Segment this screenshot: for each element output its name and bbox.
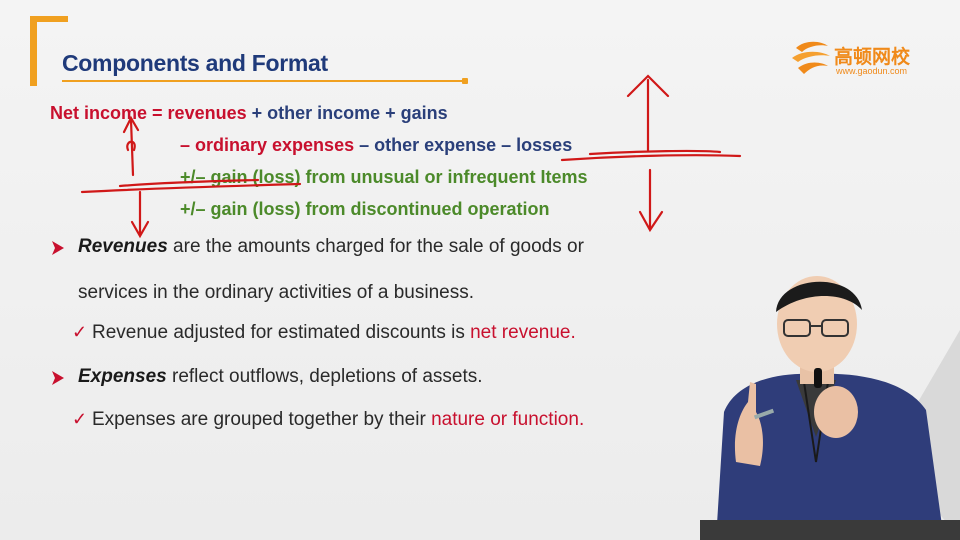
revenues-term: revenues	[167, 103, 247, 123]
checkmark-icon: ✓	[72, 322, 88, 342]
gaodun-logo-icon	[792, 41, 830, 74]
net-revenue-period: .	[570, 322, 576, 343]
nature-function-text: Expenses are grouped together by their	[92, 409, 432, 430]
minus-sign: –	[180, 135, 196, 155]
net-revenue-text: Revenue adjusted for estimated discounts…	[92, 322, 471, 343]
triangle-arrow-icon	[52, 241, 64, 255]
logo-url: www.gaodun.com	[836, 66, 908, 76]
line2-rest: – other expense – losses	[354, 135, 573, 155]
equation-line-4: +/– gain (loss) from discontinued operat…	[180, 199, 550, 219]
nature-function-highlight: nature or function	[431, 409, 579, 430]
triangle-arrow-icon	[52, 371, 64, 385]
equation-line-2: – ordinary expenses – other expense – lo…	[180, 135, 572, 156]
slide-title: Components and Format	[62, 50, 328, 76]
expenses-definition-term: Expenses	[78, 366, 167, 387]
title-bracket-vertical	[30, 16, 37, 86]
equation-line-1: Net income = revenues + other income + g…	[50, 103, 448, 124]
revenues-definition-term: Revenues	[78, 236, 168, 257]
revenues-text-a: are the amounts charged for the sale of …	[167, 236, 584, 257]
net-income-label: Net income	[50, 103, 148, 123]
ordinary-expenses-term: ordinary expenses	[195, 135, 355, 155]
expenses-text-a: reflect outflows, depletions of assets.	[166, 366, 483, 387]
bullet-revenues: Revenues are the amounts charged for the…	[78, 236, 584, 258]
gaodun-logo: 高顿网校 www.gaodun.com	[790, 38, 930, 82]
bullet-revenues-cont: services in the ordinary activities of a…	[78, 282, 475, 303]
net-revenue-highlight: net revenue	[470, 322, 571, 343]
title-bracket-horizontal	[30, 16, 68, 22]
equation-line-3: +/– gain (loss) from unusual or infreque…	[180, 167, 588, 187]
checkmark-icon: ✓	[72, 409, 88, 429]
logo-chinese-name: 高顿网校	[834, 46, 911, 68]
nature-function-period: .	[578, 409, 585, 430]
sub-bullet-net-revenue: Revenue adjusted for estimated discounts…	[92, 322, 576, 344]
presenter-video	[716, 276, 944, 540]
bullet-expenses: Expenses reflect outflows, depletions of…	[78, 366, 483, 388]
title-underline	[62, 80, 464, 82]
line1-rest: + other income + gains	[246, 103, 448, 123]
sub-bullet-nature-function: Expenses are grouped together by their n…	[92, 409, 584, 431]
title-underline-dot	[462, 78, 468, 84]
presenter-desk	[700, 520, 960, 540]
equals-sign: =	[147, 103, 168, 123]
